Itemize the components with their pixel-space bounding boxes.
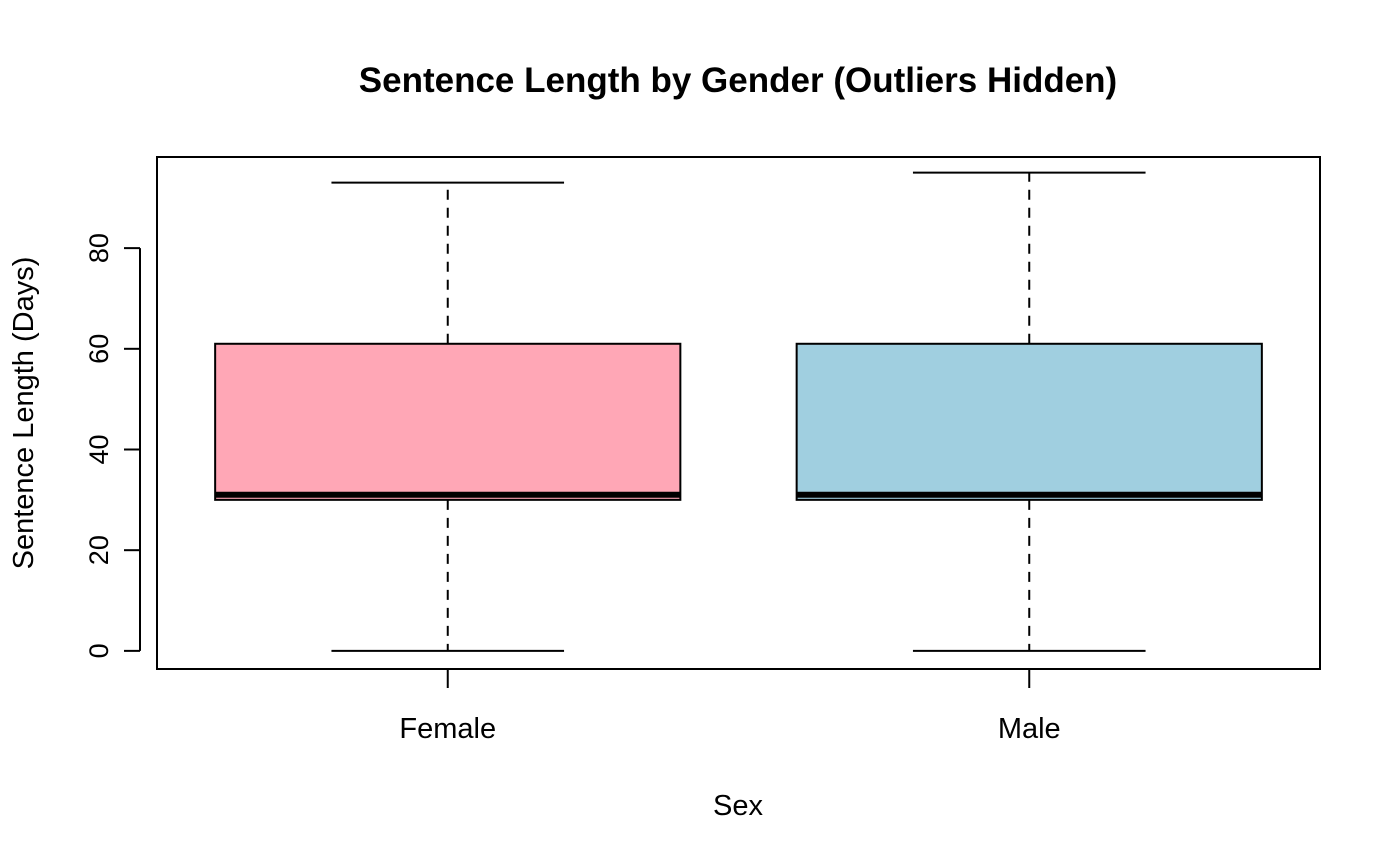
box-male	[795, 171, 1263, 652]
boxes-layer	[214, 171, 1263, 652]
plot-frame	[156, 156, 1321, 670]
y-tick-label: 40	[84, 434, 114, 464]
x-axis: Female Male	[399, 669, 1061, 745]
x-tick-label: Male	[998, 713, 1061, 745]
y-axis: 0 20 40 60 80	[84, 233, 141, 658]
iqr-box	[214, 342, 682, 501]
y-tick-label: 60	[84, 334, 114, 364]
y-axis-label: Sentence Length (Days)	[8, 257, 40, 570]
box-female	[214, 181, 682, 652]
y-tick-label: 0	[84, 643, 114, 658]
y-tick-label: 80	[84, 233, 114, 263]
iqr-box	[795, 342, 1263, 501]
y-tick-label: 20	[84, 535, 114, 565]
chart-title: Sentence Length by Gender (Outliers Hidd…	[359, 61, 1117, 100]
x-axis-label: Sex	[713, 790, 763, 822]
x-tick-label: Female	[399, 713, 496, 745]
